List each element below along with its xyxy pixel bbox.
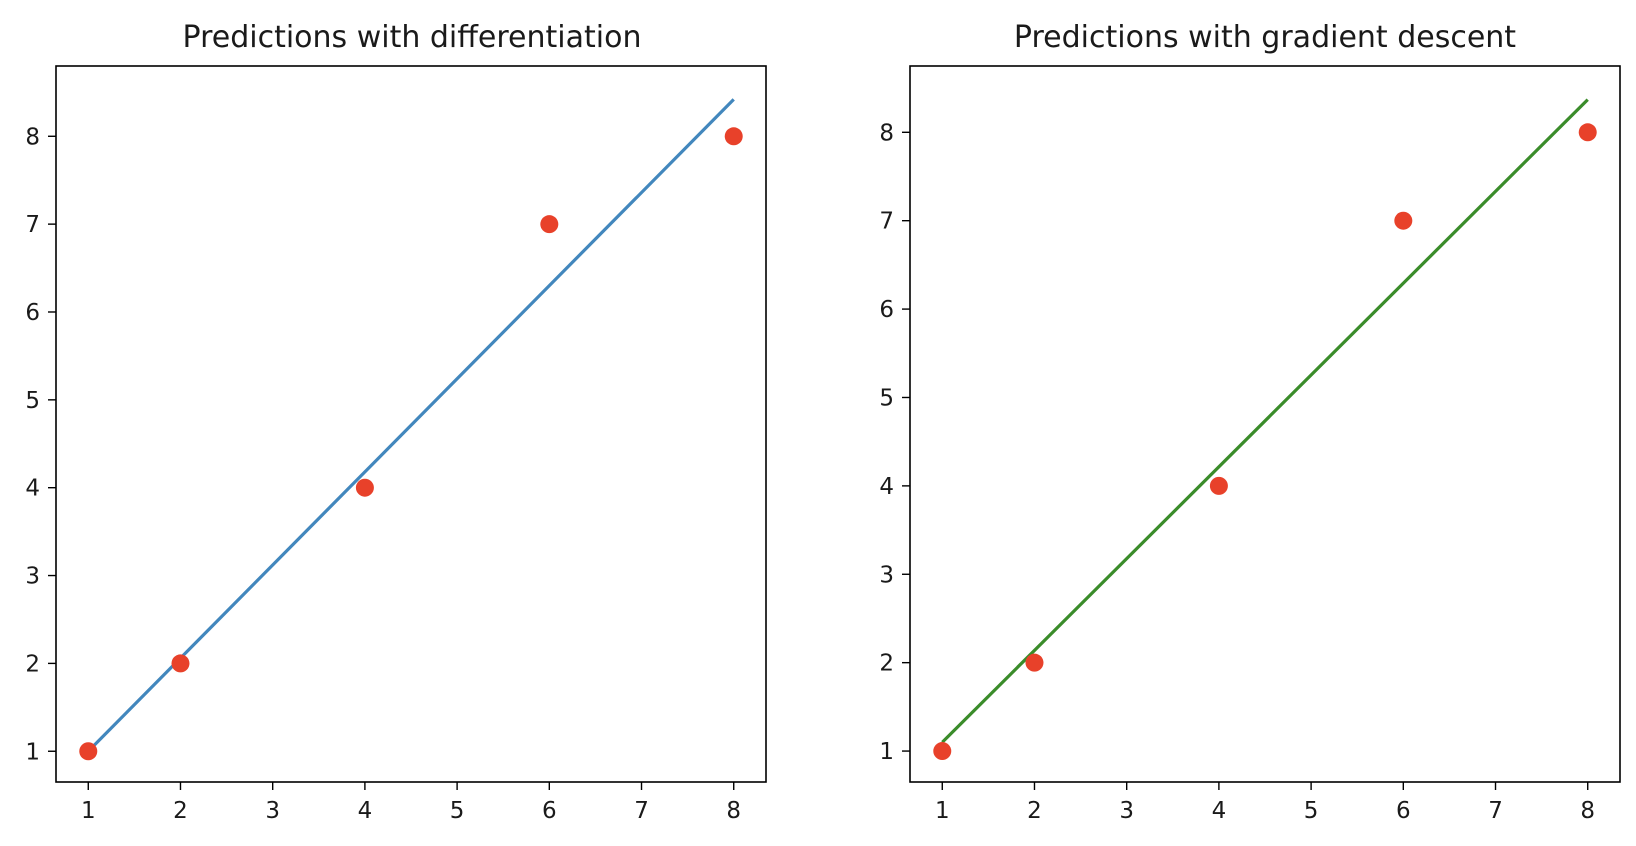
- left-y-tick-label: 2: [25, 651, 40, 677]
- left-x-tick-label: 4: [358, 798, 373, 824]
- left-x-tick-label: 8: [726, 798, 741, 824]
- left-y-tick-label: 7: [25, 212, 40, 238]
- left-chart-title: Predictions with differentiation: [183, 20, 642, 55]
- right-y-tick-label: 6: [879, 297, 894, 323]
- left-x-tick-label: 3: [265, 798, 280, 824]
- left-x-tick-label: 6: [542, 798, 557, 824]
- right-x-tick-label: 5: [1304, 798, 1319, 824]
- right-x-tick-label: 6: [1396, 798, 1411, 824]
- left-data-point: [171, 654, 190, 673]
- right-fit-line: [941, 98, 1589, 744]
- left-data-point: [724, 127, 743, 146]
- right-data-point: [1025, 653, 1044, 672]
- left-x-tick-label: 2: [173, 798, 188, 824]
- right-y-tick-label: 8: [879, 120, 894, 146]
- right-y-tick-label: 4: [879, 474, 894, 500]
- left-y-tick-label: 8: [25, 124, 40, 150]
- left-y-tick-label: 4: [25, 476, 40, 502]
- right-chart-panel: Predictions with gradient descent 1 2 3 4 5 6…: [879, 20, 1621, 824]
- left-y-tick-label: 6: [25, 300, 40, 326]
- right-data-point: [1209, 476, 1228, 495]
- right-y-tick-label: 2: [879, 651, 894, 677]
- right-axes-frame: [909, 65, 1621, 783]
- right-y-tick-label: 5: [879, 385, 894, 411]
- right-chart-title: Predictions with gradient descent: [1014, 20, 1516, 55]
- right-x-tick-label: 4: [1212, 798, 1227, 824]
- left-data-point: [540, 215, 559, 234]
- right-x-tick-label: 7: [1488, 798, 1503, 824]
- right-x-tick-label: 2: [1027, 798, 1042, 824]
- left-axes-frame: [55, 65, 767, 783]
- left-fit-line: [87, 98, 735, 753]
- left-y-tick-label: 1: [25, 739, 40, 765]
- right-x-tick-label: 8: [1580, 798, 1595, 824]
- right-data-point: [1394, 211, 1413, 230]
- left-data-point: [79, 742, 98, 761]
- right-data-point: [933, 742, 952, 761]
- left-y-tick-label: 5: [25, 388, 40, 414]
- left-data-point: [355, 478, 374, 497]
- right-y-tick-label: 3: [879, 562, 894, 588]
- right-data-point: [1578, 123, 1597, 142]
- left-chart-panel: Predictions with differentiation 1 2 3 4 5 6 7…: [25, 20, 767, 824]
- right-y-tick-label: 1: [879, 739, 894, 765]
- left-y-tick-label: 3: [25, 564, 40, 590]
- right-x-tick-label: 1: [935, 798, 950, 824]
- left-x-tick-label: 5: [450, 798, 465, 824]
- right-y-tick-label: 7: [879, 209, 894, 235]
- left-x-tick-label: 1: [81, 798, 96, 824]
- left-x-tick-label: 7: [634, 798, 649, 824]
- right-x-tick-label: 3: [1119, 798, 1134, 824]
